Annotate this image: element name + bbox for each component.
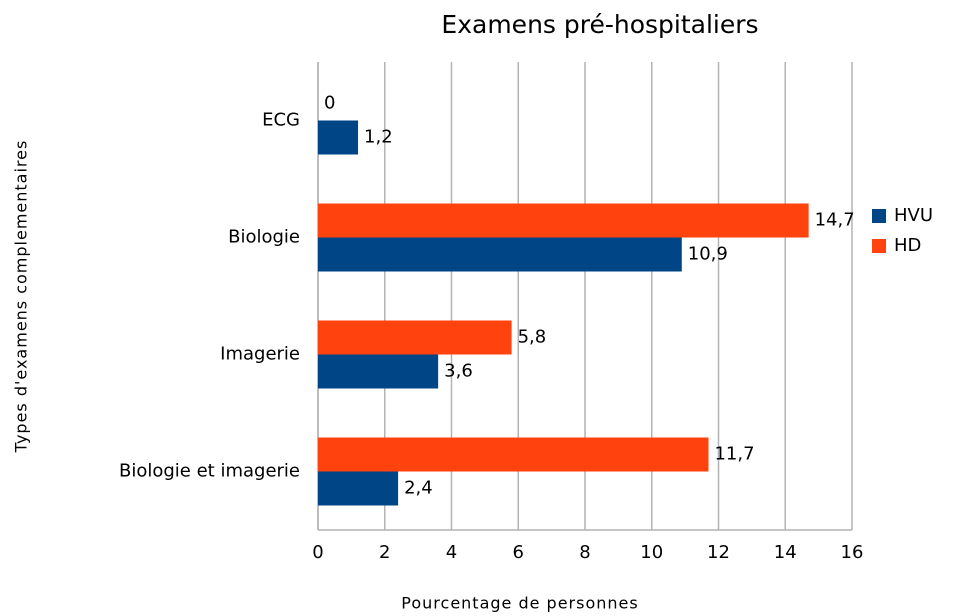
x-tick-label: 2 bbox=[379, 542, 390, 563]
x-axis-label: Pourcentage de personnes bbox=[401, 594, 638, 613]
bar bbox=[318, 237, 682, 272]
x-tick-label: 16 bbox=[841, 542, 864, 563]
chart-title: Examens pré-hospitaliers bbox=[441, 10, 758, 39]
legend-label: HD bbox=[894, 235, 921, 256]
legend-swatch bbox=[872, 239, 886, 253]
x-tick-label: 6 bbox=[513, 542, 524, 563]
data-label: 10,9 bbox=[688, 244, 728, 265]
data-label: 2,4 bbox=[404, 478, 433, 499]
legend-swatch bbox=[872, 209, 886, 223]
data-label: 14,7 bbox=[815, 210, 855, 231]
bar bbox=[318, 320, 512, 355]
x-tick-label: 12 bbox=[707, 542, 730, 563]
y-tick-label: Biologie bbox=[228, 227, 300, 248]
data-label: 0 bbox=[324, 93, 335, 114]
bar bbox=[318, 203, 809, 238]
bar bbox=[318, 354, 439, 389]
data-label: 5,8 bbox=[518, 327, 547, 348]
data-label: 1,2 bbox=[364, 127, 393, 148]
y-tick-label: Biologie et imagerie bbox=[119, 461, 300, 482]
y-axis-label: Types d'examens complementaires bbox=[12, 140, 31, 454]
bar bbox=[318, 471, 399, 506]
y-tick-label: ECG bbox=[262, 110, 300, 131]
y-tick-label: Imagerie bbox=[220, 344, 300, 365]
bar bbox=[318, 120, 359, 155]
data-label: 3,6 bbox=[444, 361, 473, 382]
data-label: 11,7 bbox=[714, 444, 754, 465]
legend-label: HVU bbox=[894, 205, 933, 226]
x-tick-label: 8 bbox=[579, 542, 590, 563]
x-tick-label: 10 bbox=[640, 542, 663, 563]
bar bbox=[318, 437, 709, 472]
x-tick-label: 14 bbox=[774, 542, 797, 563]
x-tick-label: 0 bbox=[312, 542, 323, 563]
x-tick-label: 4 bbox=[446, 542, 457, 563]
